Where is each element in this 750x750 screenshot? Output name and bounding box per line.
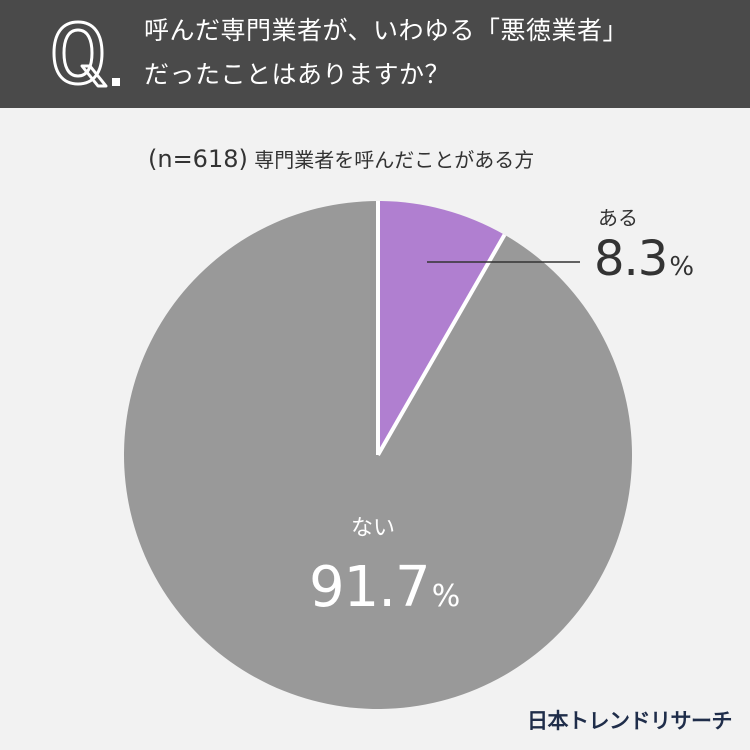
slice-value-nai-number: 91.7 <box>309 555 431 620</box>
sample-label: (n=618) 専門業者を呼んだことがある方 <box>148 144 534 173</box>
brand-logo: 日本トレンドリサーチ <box>527 709 733 733</box>
question-header: 呼んだ専門業者が、いわゆる「悪徳業者」 だったことはありますか？ <box>0 0 750 108</box>
sample-size: (n=618) <box>148 145 248 173</box>
slice-label-nai: ない <box>351 516 396 541</box>
question-line-2: だったことはありますか？ <box>144 60 451 89</box>
slice-value-aru-number: 8.3 <box>594 231 668 287</box>
pie-slice-aru <box>378 201 505 455</box>
slice-value-nai-unit: % <box>431 579 461 614</box>
slice-separator <box>376 233 507 456</box>
question-line-1: 呼んだ専門業者が、いわゆる「悪徳業者」 <box>144 16 629 45</box>
slice-value-aru: 8.3% <box>594 231 694 287</box>
sample-description: 専門業者を呼んだことがある方 <box>254 148 535 172</box>
q-icon <box>52 20 120 88</box>
slice-label-aru: ある <box>598 206 638 230</box>
slice-value-nai: 91.7% <box>309 555 460 620</box>
slice-value-aru-unit: % <box>669 252 695 282</box>
